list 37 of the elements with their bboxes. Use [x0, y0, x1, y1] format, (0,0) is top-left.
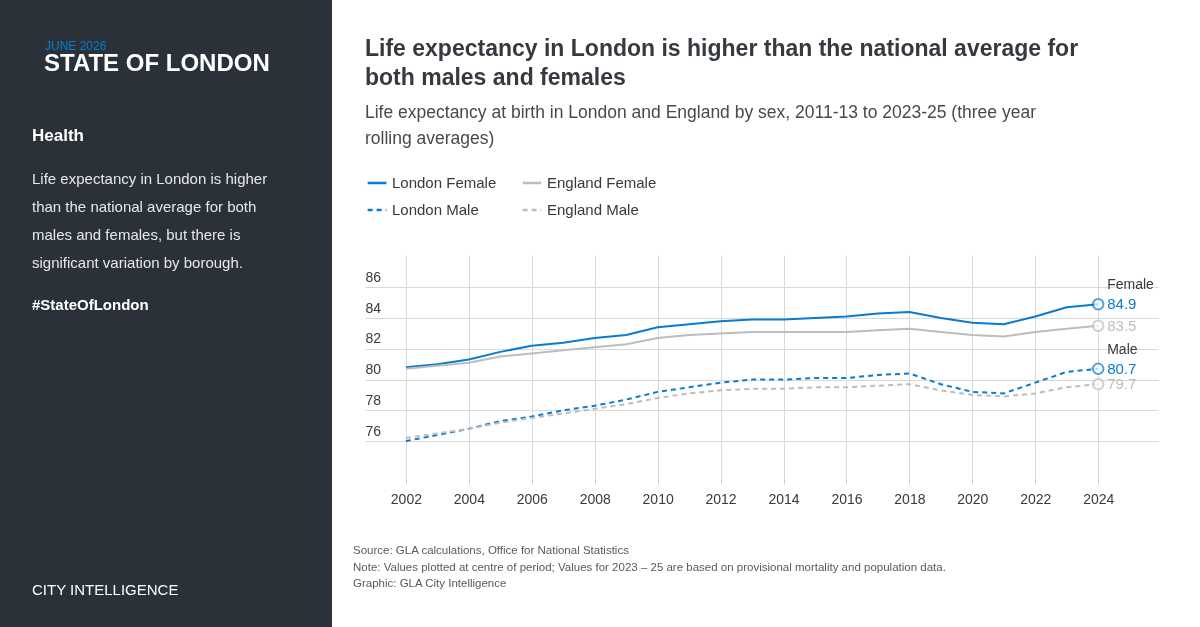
- text: Note: Values plotted at centre of period; Values for 2023 – 25 are based on provisional mortality and population data.: [353, 560, 946, 573]
- text: Health: [32, 126, 84, 145]
- source-note: Source: GLA calculations, Office for National Statistics: [353, 544, 630, 556]
- legend-label: England Female: [547, 174, 657, 191]
- chart-subtitle: Life expectancy at birth in London and England by sex, 2011-13 to 2023-25 (three year rolling averages): [365, 102, 1037, 148]
- text: Graphic: GLA City Intelligence: [353, 577, 507, 589]
- y-tick-label: 84: [365, 299, 382, 316]
- legend-label: London Female: [392, 174, 497, 191]
- y-tick-label: 80: [365, 361, 382, 378]
- x-tick-label: 2010: [642, 490, 674, 507]
- text: Life expectancy in London is higher than the national average for both males and females, but there is significant variation by borough.: [32, 170, 268, 271]
- text: CITY INTELLIGENCE: [32, 581, 179, 598]
- text: #StateOfLondon: [32, 296, 149, 313]
- annotation: Male: [1107, 340, 1138, 357]
- x-tick-label: 2024: [1083, 490, 1115, 507]
- y-tick-label: 76: [365, 422, 382, 439]
- x-tick-label: 2002: [390, 490, 423, 507]
- x-tick-label: 2006: [516, 490, 549, 507]
- y-tick-label: 82: [365, 330, 382, 347]
- data-label: 80.7: [1107, 359, 1137, 377]
- annotation: Female: [1107, 276, 1155, 293]
- legend-label: London Male: [392, 201, 479, 218]
- x-tick-label: 2022: [1020, 490, 1052, 507]
- x-tick-label: 2020: [957, 490, 989, 507]
- x-tick-label: 2014: [768, 490, 800, 507]
- x-tick-label: 2004: [453, 490, 486, 507]
- legend-label: England Male: [547, 201, 639, 218]
- x-tick-label: 2018: [894, 490, 926, 507]
- y-tick-label: 78: [365, 391, 382, 408]
- x-tick-label: 2012: [705, 490, 737, 507]
- data-label: 83.5: [1107, 316, 1137, 334]
- x-tick-label: 2016: [831, 490, 863, 507]
- data-label: 79.7: [1107, 375, 1137, 393]
- x-tick-label: 2008: [579, 490, 611, 507]
- y-tick-label: 86: [365, 268, 382, 285]
- chart-title: Life expectancy in London is higher than the national average for both males and females: [365, 35, 1079, 90]
- data-label: 84.9: [1107, 295, 1137, 313]
